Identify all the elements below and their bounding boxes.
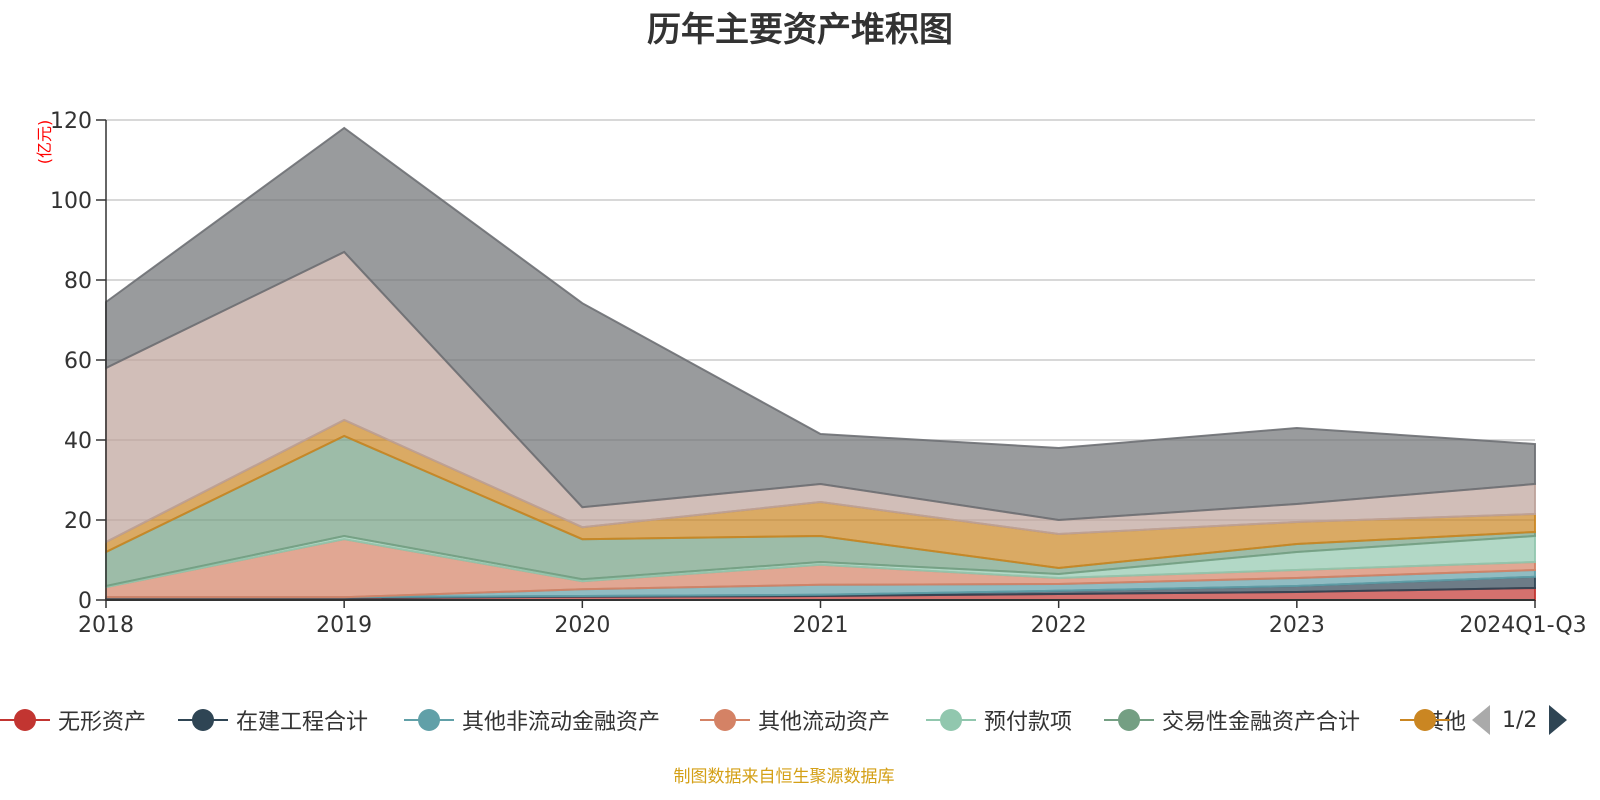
legend-marker-icon — [700, 706, 750, 734]
legend-label: 其他非流动金融资产 — [462, 710, 661, 735]
legend-marker-icon — [0, 706, 50, 734]
legend-item[interactable]: 交易性金融资产合计 — [1104, 700, 1360, 740]
legend-marker-icon — [1400, 706, 1450, 734]
x-tick-label: 2019 — [316, 613, 372, 638]
x-tick-label: 2020 — [554, 613, 610, 638]
axes — [96, 119, 1536, 608]
x-tick-label: 2022 — [1031, 613, 1087, 638]
legend-item[interactable]: 预付款项 — [926, 700, 1072, 740]
chart-title: 历年主要资产堆积图 — [647, 10, 953, 50]
y-tick-label: 40 — [64, 429, 92, 454]
legend-label: 在建工程合计 — [236, 710, 369, 735]
y-tick-label: 80 — [64, 269, 92, 294]
x-tick-label: 2023 — [1269, 613, 1325, 638]
y-axis-label: (亿元) — [35, 120, 54, 165]
legend-item[interactable]: 其他 — [1400, 700, 1466, 740]
legend-pager: 1/2 — [1472, 704, 1568, 736]
stacked-area-chart: 0 20 40 60 80 100 120 2018 2019 2020 2021 2022 2023… — [35, 109, 1587, 638]
y-tick-labels: 0 20 40 60 80 100 120 — [50, 109, 92, 614]
legend-item[interactable]: 其他流动资产 — [700, 700, 890, 740]
legend-marker-icon — [926, 706, 976, 734]
legend-label: 无形资产 — [58, 710, 147, 735]
x-tick-labels: 2018 2019 2020 2021 2022 2023 2024Q1-Q3 — [78, 613, 1587, 638]
legend-label: 预付款项 — [984, 710, 1073, 735]
x-tick-label: 2024Q1-Q3 — [1459, 613, 1586, 638]
legend-marker-icon — [178, 706, 228, 734]
legend-next-page-icon[interactable] — [1549, 705, 1568, 735]
x-tick-label: 2021 — [793, 613, 849, 638]
legend: 无形资产 在建工程合计 其他非流动金融资产 其他流动资产 预付款项 交易性金融资产合计 其他 — [0, 700, 1600, 740]
legend-item[interactable]: 在建工程合计 — [178, 700, 368, 740]
legend-label: 其他流动资产 — [758, 710, 891, 735]
legend-item[interactable]: 无形资产 — [0, 700, 146, 740]
y-tick-label: 20 — [64, 509, 92, 534]
legend-marker-icon — [404, 706, 454, 734]
area-series-group — [105, 126, 1536, 601]
y-tick-label: 60 — [64, 349, 92, 374]
y-tick-label: 120 — [50, 109, 92, 134]
legend-item[interactable]: 其他非流动金融资产 — [404, 700, 660, 740]
legend-label: 交易性金融资产合计 — [1162, 710, 1361, 735]
area-series-9 — [105, 126, 1536, 522]
y-tick-label: 100 — [50, 189, 92, 214]
legend-page-indicator: 1/2 — [1502, 707, 1538, 733]
data-source-note: 制图数据来自恒生聚源数据库 — [673, 767, 895, 787]
legend-prev-page-icon[interactable] — [1472, 705, 1490, 735]
x-tick-label: 2018 — [78, 613, 134, 638]
y-tick-label: 0 — [78, 589, 92, 614]
legend-marker-icon — [1104, 706, 1154, 734]
